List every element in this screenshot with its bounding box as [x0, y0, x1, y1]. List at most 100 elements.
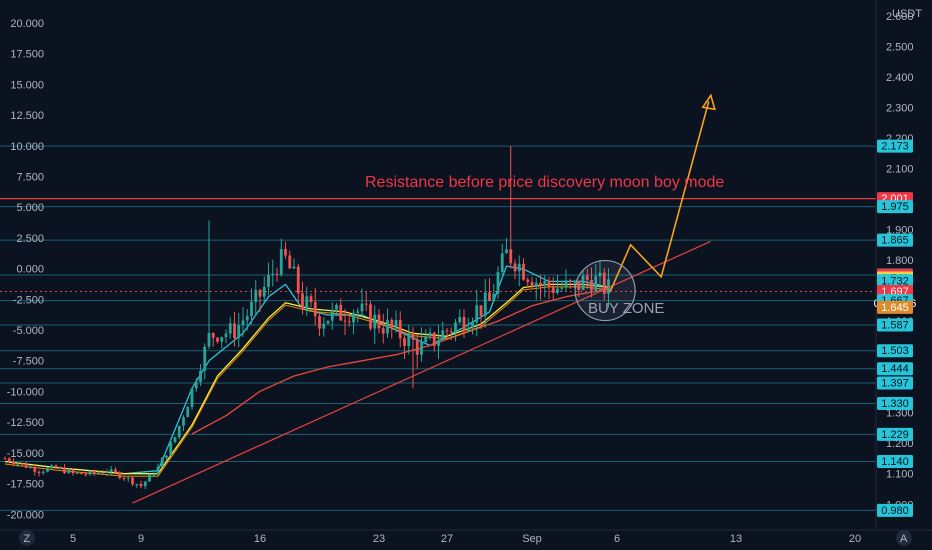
buy-zone-circle[interactable] — [574, 259, 636, 322]
candle-body — [97, 472, 100, 474]
left-axis-tick: 17.500 — [10, 49, 44, 61]
left-axis-tick: -15.000 — [7, 448, 44, 460]
candle-body — [360, 303, 364, 312]
candle-body — [275, 273, 279, 275]
candle-body — [254, 289, 258, 303]
candle-body — [551, 286, 555, 293]
candle-body — [602, 272, 606, 294]
candle-body — [139, 483, 143, 487]
price-scale-tick: 2.300 — [886, 102, 914, 114]
candle-body — [471, 322, 474, 328]
price-tag-label: 1.975 — [881, 201, 909, 213]
candle-body — [7, 458, 11, 462]
moving-average-line — [4, 286, 611, 477]
candle-body — [37, 471, 41, 473]
price-tag — [877, 318, 913, 332]
candle-body — [250, 302, 253, 317]
candle-body — [182, 417, 185, 426]
moving-average-line — [4, 265, 611, 475]
resistance-annotation: Resistance before price discovery moon b… — [365, 174, 724, 191]
price-tag — [877, 274, 913, 288]
candle-body — [364, 303, 368, 305]
price-scale-tick: 2.500 — [886, 41, 914, 53]
candle-body — [258, 289, 262, 297]
candle-body — [449, 331, 453, 333]
candle-body — [267, 275, 270, 287]
z-badge-label: Z — [24, 533, 31, 545]
candle-body — [135, 483, 139, 485]
candle-body — [80, 472, 83, 475]
price-tag-label: 0.980 — [881, 505, 909, 517]
candle-body — [292, 266, 296, 269]
left-axis-tick: -2.500 — [13, 294, 44, 306]
time-axis[interactable]: 5 9 16 23 27 Sep 6 13 20 — [70, 533, 861, 545]
candle-body — [403, 338, 406, 346]
candle-body — [339, 304, 343, 321]
left-axis-tick: 0.000 — [16, 264, 44, 276]
candle-body — [313, 302, 317, 317]
candle-body — [415, 339, 419, 355]
candle-body — [92, 471, 96, 473]
price-tag — [877, 344, 913, 358]
candle-body — [54, 465, 58, 468]
price-tag — [877, 397, 913, 411]
candle-body — [131, 477, 134, 485]
candle-body — [573, 280, 576, 282]
candle-body — [20, 463, 24, 465]
candle-body — [369, 304, 372, 329]
left-axis-tick: -17.500 — [7, 479, 44, 491]
candle-body — [509, 249, 513, 264]
candle-body — [203, 346, 207, 371]
left-axis-tick: 12.500 — [10, 110, 44, 122]
candle-body — [24, 463, 28, 468]
candle-body — [522, 263, 525, 280]
candle-body — [237, 324, 241, 339]
candle-body — [381, 328, 385, 334]
candle-body — [50, 465, 54, 469]
projection-path[interactable] — [609, 101, 710, 292]
left-axis-tick: 7.500 — [16, 171, 44, 183]
candle-body — [177, 425, 181, 438]
auto-scale-button[interactable] — [896, 530, 912, 546]
candle-body — [407, 333, 411, 346]
candle-body — [105, 472, 109, 474]
left-axis-tick: -7.500 — [13, 356, 44, 368]
candle-body — [58, 467, 62, 469]
moving-average-line — [4, 283, 611, 475]
candle-body — [241, 320, 245, 325]
candle-body — [607, 279, 610, 294]
candle-body — [556, 288, 559, 293]
candle-body — [190, 388, 194, 407]
candle-body — [224, 333, 228, 338]
z-badge[interactable] — [19, 530, 35, 546]
price-tag — [877, 233, 913, 247]
candles — [3, 146, 610, 490]
left-axis-tick: 15.000 — [10, 79, 44, 91]
left-axis-tick: 5.000 — [16, 202, 44, 214]
candle-body — [585, 275, 589, 280]
candle-body — [343, 320, 347, 322]
candle-body — [41, 471, 45, 473]
support-trendline[interactable] — [132, 240, 711, 504]
candle-body — [88, 471, 92, 475]
candle-body — [386, 319, 389, 334]
candle-body — [398, 320, 402, 339]
buy-zone-label: BUY ZONE — [588, 300, 664, 317]
candle-body — [12, 461, 15, 464]
candle-body — [390, 319, 394, 328]
candle-body — [505, 249, 508, 254]
price-labels: 2.1732.0011.9751.8651.7511.7501.7411.732… — [874, 139, 916, 517]
candle-body — [194, 382, 198, 389]
price-tag-label: 1.330 — [881, 398, 909, 410]
candle-body — [211, 332, 215, 338]
candle-body — [228, 323, 232, 334]
time-axis-tick: 5 — [70, 533, 76, 545]
auto-scale-label: A — [900, 533, 908, 545]
price-tag-label: 1.140 — [881, 456, 909, 468]
candle-body — [577, 280, 581, 290]
price-scale-tick: 1.300 — [886, 408, 914, 420]
candle-body — [156, 466, 160, 475]
price-tag — [877, 376, 913, 390]
candle-body — [347, 321, 351, 323]
